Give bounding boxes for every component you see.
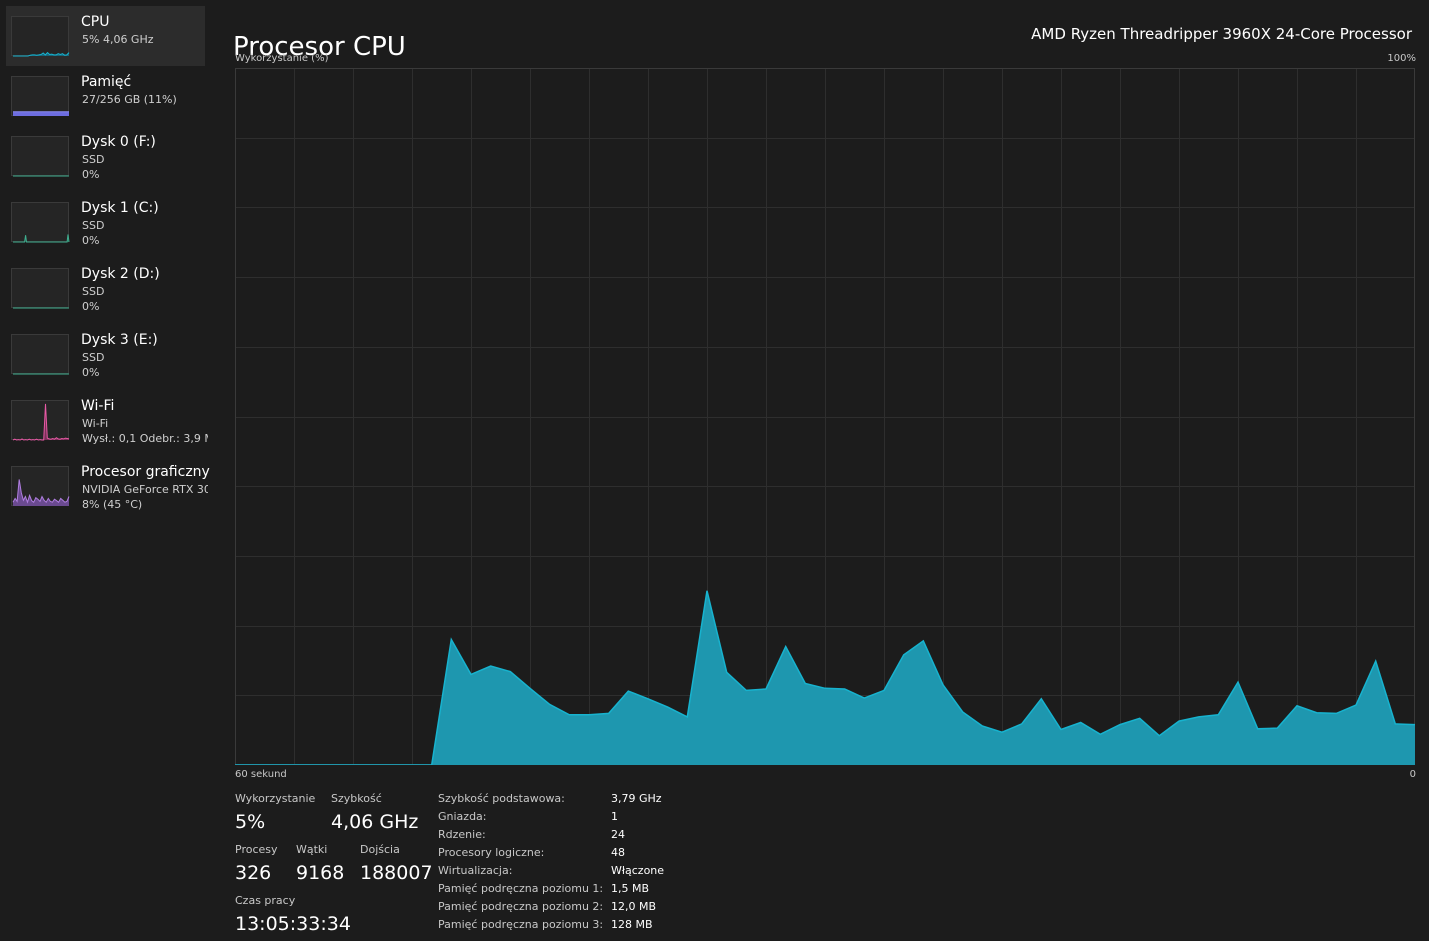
threads-label: Wątki	[296, 843, 328, 856]
sidebar-item-title: Dysk 0 (F:)	[81, 134, 156, 150]
sidebar-item-subtitle: 5% 4,06 GHz	[82, 33, 154, 46]
sidebar-item-subtitle: SSD	[82, 351, 105, 364]
spec-value-logical-processors: 48	[611, 846, 625, 859]
sidebar-item-subtitle: Wi-Fi	[82, 417, 109, 430]
threads-value: 9168	[296, 862, 345, 884]
chart-x-min-label: 0	[1409, 769, 1416, 780]
sidebar-item-detail: 8% (45 °C)	[82, 498, 143, 511]
utilization-label: Wykorzystanie	[235, 792, 316, 805]
sidebar-item-subtitle: NVIDIA GeForce RTX 308	[82, 483, 208, 496]
sidebar: CPU 5% 4,06 GHz Pamięć 27/256 GB (11%) D…	[0, 0, 222, 941]
handles-value: 188007	[360, 862, 433, 884]
thumbnail-line	[13, 51, 70, 57]
disk-3-thumbnail-graph	[11, 334, 69, 375]
thumbnail-area	[13, 234, 69, 242]
sidebar-item-title: Dysk 2 (D:)	[81, 266, 160, 282]
chart-y-axis-label: Wykorzystanie (%)	[235, 53, 329, 64]
sidebar-item-wifi[interactable]: Wi-Fi Wi-Fi Wysł.: 0,1 Odebr.: 3,9 M	[6, 390, 208, 452]
spec-value-virtualization: Włączone	[611, 864, 665, 877]
cpu-usage-area	[235, 590, 1415, 765]
uptime-label: Czas pracy	[235, 894, 296, 907]
gpu-thumbnail-graph	[11, 466, 70, 506]
memory-thumbnail-graph	[11, 76, 69, 116]
sidebar-item-subtitle: 27/256 GB (11%)	[82, 93, 177, 106]
sidebar-item-disk-1[interactable]: Dysk 1 (C:) SSD 0%	[6, 192, 205, 254]
page-title: Procesor CPU	[233, 32, 406, 63]
chart-y-max-label: 100%	[1387, 53, 1416, 64]
thumbnail-area	[13, 111, 69, 116]
spec-value-l2-cache: 12,0 MB	[611, 900, 657, 913]
spec-key-virtualization: Wirtualizacja:	[438, 864, 513, 877]
spec-value-l1-cache: 1,5 MB	[611, 882, 650, 895]
spec-key-logical-processors: Procesory logiczne:	[438, 846, 545, 859]
processes-value: 326	[235, 862, 272, 884]
sidebar-item-disk-2[interactable]: Dysk 2 (D:) SSD 0%	[6, 258, 205, 320]
speed-label: Szybkość	[331, 792, 382, 805]
sidebar-item-disk-3[interactable]: Dysk 3 (E:) SSD 0%	[6, 324, 205, 386]
disk-2-thumbnail-graph	[11, 268, 69, 309]
thumbnail-line	[13, 234, 70, 243]
thumbnail-area	[13, 479, 69, 506]
thumbnail-area	[13, 403, 69, 440]
sidebar-item-title: Dysk 3 (E:)	[81, 332, 158, 348]
spec-key-l2-cache: Pamięć podręczna poziomu 2:	[438, 900, 604, 913]
spec-value-cores: 24	[611, 828, 625, 841]
sidebar-item-subtitle: SSD	[82, 285, 105, 298]
sidebar-item-memory[interactable]: Pamięć 27/256 GB (11%)	[6, 66, 205, 126]
spec-key-l1-cache: Pamięć podręczna poziomu 1:	[438, 882, 604, 895]
disk-1-thumbnail-graph	[11, 202, 70, 243]
sidebar-item-cpu[interactable]: CPU 5% 4,06 GHz	[6, 6, 205, 66]
spec-key-l3-cache: Pamięć podręczna poziomu 3:	[438, 918, 604, 931]
disk-0-thumbnail-graph	[11, 136, 69, 177]
sidebar-item-title: CPU	[81, 14, 110, 30]
processes-label: Procesy	[235, 843, 278, 856]
sidebar-item-title: Pamięć	[81, 74, 132, 90]
speed-value: 4,06 GHz	[331, 811, 419, 833]
thumbnail-line	[12, 479, 70, 504]
cpu-usage-chart	[235, 68, 1415, 765]
spec-key-cores: Rdzenie:	[438, 828, 486, 841]
spec-key-sockets: Gniazda:	[438, 810, 487, 823]
sidebar-item-detail: 0%	[82, 234, 100, 247]
sidebar-item-detail: 0%	[82, 168, 100, 181]
sidebar-item-subtitle: SSD	[82, 219, 105, 232]
sidebar-item-detail: Wysł.: 0,1 Odebr.: 3,9 M	[82, 432, 208, 445]
chart-grid	[236, 69, 1414, 764]
uptime-value: 13:05:33:34	[235, 913, 351, 935]
spec-value-base-speed: 3,79 GHz	[611, 792, 662, 805]
sidebar-item-gpu[interactable]: Procesor graficzny NVIDIA GeForce RTX 30…	[6, 456, 210, 518]
wifi-thumbnail-graph	[11, 400, 70, 441]
spec-value-sockets: 1	[611, 810, 618, 823]
sidebar-item-detail: 0%	[82, 300, 100, 313]
cpu-usage-line	[235, 590, 1415, 765]
sidebar-item-title: Procesor graficzny	[81, 464, 210, 480]
handles-label: Dojścia	[360, 843, 400, 856]
sidebar-item-title: Wi-Fi	[81, 398, 115, 414]
sidebar-item-disk-0[interactable]: Dysk 0 (F:) SSD 0%	[6, 126, 205, 188]
cpu-thumbnail-graph	[11, 16, 70, 57]
sidebar-item-subtitle: SSD	[82, 153, 105, 166]
sidebar-item-title: Dysk 1 (C:)	[81, 200, 159, 216]
sidebar-item-detail: 0%	[82, 366, 100, 379]
chart-x-axis-label: 60 sekund	[235, 769, 287, 780]
thumbnail-line	[12, 403, 70, 441]
utilization-value: 5%	[235, 811, 266, 833]
spec-value-l3-cache: 128 MB	[611, 918, 653, 931]
processor-name: AMD Ryzen Threadripper 3960X 24-Core Pro…	[1031, 25, 1412, 43]
spec-key-base-speed: Szybkość podstawowa:	[438, 792, 565, 805]
